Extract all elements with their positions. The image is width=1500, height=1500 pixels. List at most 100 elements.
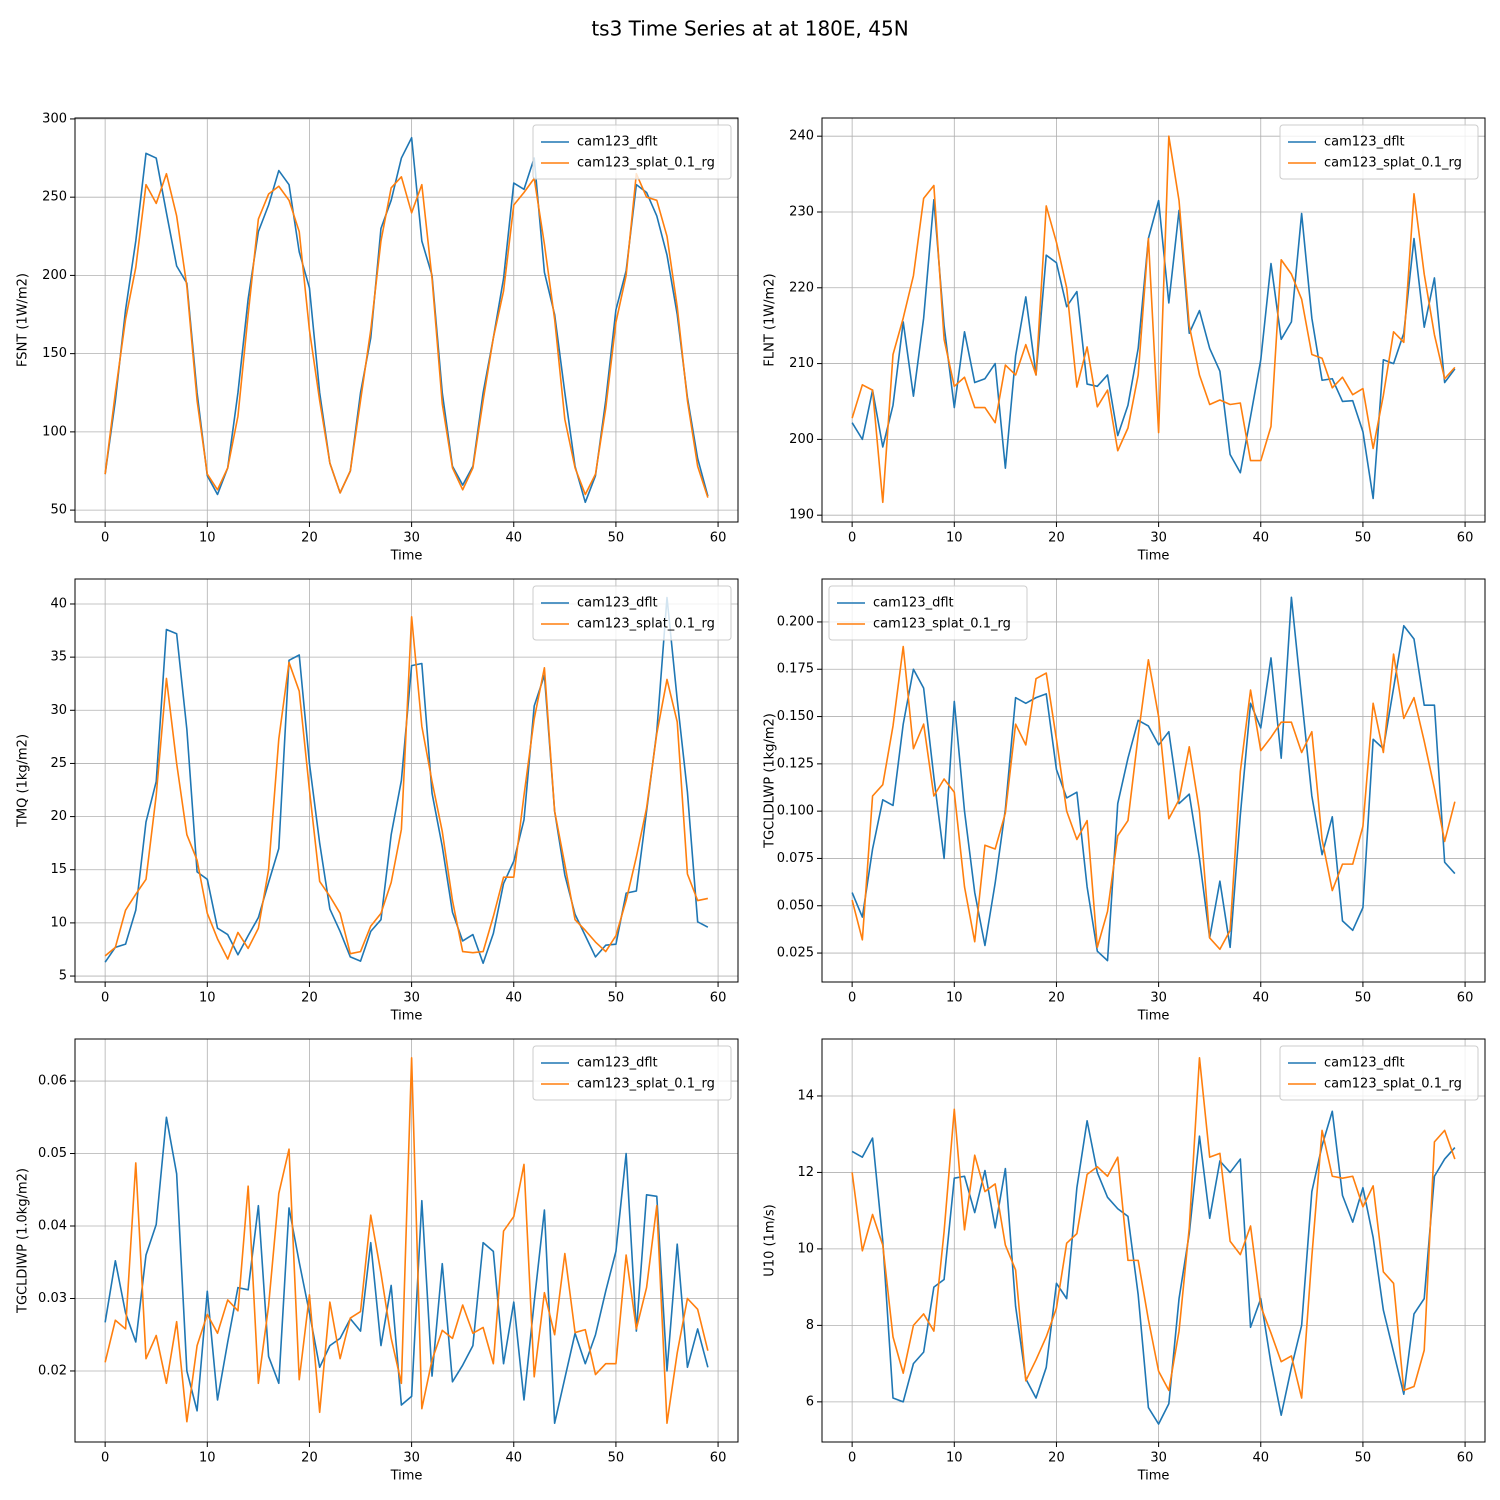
y-tick-label: 220 [789, 280, 814, 295]
x-tick-label: 20 [1048, 531, 1065, 546]
x-tick-label: 20 [301, 531, 318, 546]
x-tick-label: 20 [1048, 991, 1065, 1006]
x-tick-label: 50 [608, 531, 625, 546]
x-tick-label: 50 [1355, 531, 1372, 546]
legend-box [532, 585, 732, 641]
legend-box [532, 1045, 732, 1101]
x-tick-label: 40 [1252, 531, 1269, 546]
y-tick-label: 0.050 [777, 898, 814, 913]
legend-label: cam123_dflt [873, 596, 954, 611]
series-line [104, 172, 709, 498]
series-line [851, 1110, 1456, 1425]
x-axis-label: Time [1137, 1009, 1170, 1024]
x-tick-label: 0 [101, 1451, 109, 1466]
series-line [104, 615, 709, 960]
plot-area [75, 579, 738, 982]
x-tick-label: 0 [101, 991, 109, 1006]
y-tick-label: 150 [42, 346, 67, 361]
x-tick-label: 40 [505, 531, 522, 546]
x-axis-label: Time [390, 549, 423, 564]
x-tick-label: 0 [848, 991, 856, 1006]
plot-area [822, 1039, 1485, 1442]
y-tick-label: 8 [806, 1318, 814, 1333]
y-tick-label: 200 [789, 432, 814, 447]
plot-area [822, 579, 1485, 982]
y-axis-label: TGCLDLWP (1kg/m2) [763, 713, 778, 849]
x-tick-label: 20 [301, 1451, 318, 1466]
x-tick-label: 60 [1457, 1451, 1474, 1466]
legend-label: cam123_dflt [1324, 1056, 1405, 1071]
x-tick-label: 30 [1150, 531, 1167, 546]
x-tick-label: 0 [101, 531, 109, 546]
y-tick-label: 240 [789, 129, 814, 144]
axes-frame [821, 117, 1486, 523]
y-tick-label: 200 [42, 268, 67, 283]
x-tick-label: 0 [848, 531, 856, 546]
y-tick-label: 10 [797, 1241, 814, 1256]
legend-label: cam123_splat_0.1_rg [577, 617, 715, 632]
series-line [851, 645, 1456, 951]
x-tick-label: 30 [1150, 1451, 1167, 1466]
y-tick-label: 25 [50, 756, 67, 771]
x-tick-label: 30 [1150, 991, 1167, 1006]
y-tick-label: 100 [42, 424, 67, 439]
x-tick-label: 20 [1048, 1451, 1065, 1466]
series-line [851, 596, 1456, 962]
axes-frame [74, 117, 739, 523]
x-tick-label: 60 [710, 531, 727, 546]
x-tick-label: 30 [403, 1451, 420, 1466]
x-axis-label: Time [1137, 549, 1170, 564]
axes-frame [74, 1038, 739, 1443]
y-tick-label: 300 [42, 111, 67, 126]
legend-box [1279, 1045, 1479, 1101]
y-axis-label: U10 (1m/s) [763, 1204, 778, 1276]
series-line [104, 1057, 709, 1424]
legend-label: cam123_splat_0.1_rg [1324, 1077, 1462, 1092]
series-line [851, 135, 1456, 504]
legend-label: cam123_splat_0.1_rg [577, 156, 715, 171]
y-tick-label: 230 [789, 204, 814, 219]
y-tick-label: 0.125 [777, 756, 814, 771]
legend-box [828, 585, 1028, 641]
axes-frame [74, 578, 739, 983]
series-line [104, 1116, 709, 1424]
axes-frame [821, 578, 1486, 983]
x-tick-label: 10 [946, 531, 963, 546]
y-tick-label: 30 [50, 703, 67, 718]
y-tick-label: 6 [806, 1394, 814, 1409]
y-tick-label: 20 [50, 809, 67, 824]
x-tick-label: 10 [199, 1451, 216, 1466]
y-tick-label: 0.075 [777, 851, 814, 866]
y-tick-label: 0.04 [38, 1219, 67, 1234]
y-tick-label: 15 [50, 862, 67, 877]
legend-label: cam123_splat_0.1_rg [1324, 156, 1462, 171]
series-line [851, 199, 1456, 500]
y-tick-label: 14 [797, 1088, 814, 1103]
y-tick-label: 210 [789, 356, 814, 371]
figure-title: ts3 Time Series at at 180E, 45N [591, 17, 908, 41]
y-tick-label: 0.200 [777, 614, 814, 629]
y-tick-label: 0.06 [38, 1074, 67, 1089]
y-tick-label: 50 [50, 503, 67, 518]
x-tick-label: 60 [710, 991, 727, 1006]
x-tick-label: 10 [199, 991, 216, 1006]
y-tick-label: 0.025 [777, 946, 814, 961]
y-tick-label: 0.05 [38, 1146, 67, 1161]
x-axis-label: Time [1137, 1469, 1170, 1484]
legend-box [532, 124, 732, 180]
y-tick-label: 5 [59, 969, 67, 984]
y-tick-label: 250 [42, 190, 67, 205]
x-axis-label: Time [390, 1469, 423, 1484]
y-tick-label: 0.175 [777, 662, 814, 677]
legend-label: cam123_splat_0.1_rg [873, 617, 1011, 632]
y-tick-label: 0.02 [38, 1363, 67, 1378]
x-tick-label: 30 [403, 531, 420, 546]
plot-area [75, 118, 738, 522]
legend-label: cam123_splat_0.1_rg [577, 1077, 715, 1092]
y-tick-label: 0.03 [38, 1291, 67, 1306]
series-line [851, 1056, 1456, 1399]
y-axis-label: FLNT (1W/m2) [763, 273, 778, 366]
x-tick-label: 60 [1457, 531, 1474, 546]
x-tick-label: 30 [403, 991, 420, 1006]
legend-label: cam123_dflt [577, 1056, 658, 1071]
